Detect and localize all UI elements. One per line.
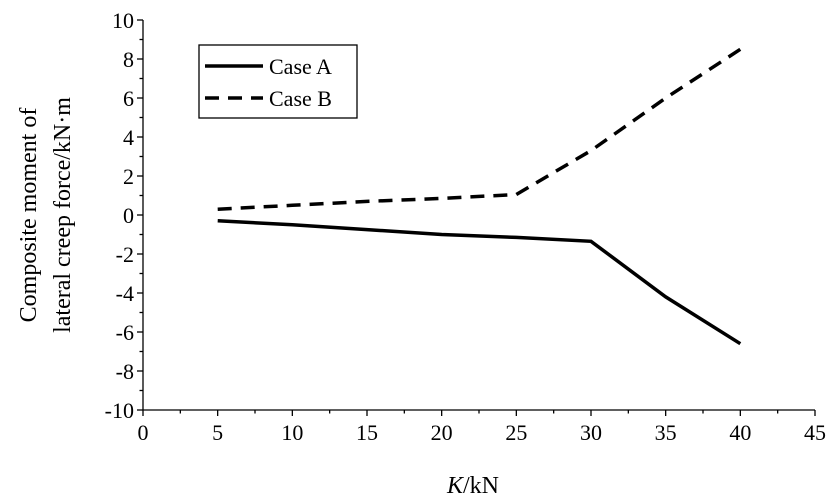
x-axis-title: K/kN	[446, 473, 499, 497]
x-tick-label: 5	[212, 420, 223, 445]
x-tick-label: 10	[281, 420, 303, 445]
y-tick-label: -2	[116, 242, 134, 267]
y-tick-label: 0	[123, 203, 134, 228]
y-tick-label: 4	[123, 125, 134, 150]
y-tick-label: -6	[116, 320, 134, 345]
series-line-case-a	[217, 219, 742, 346]
x-tick-label: 0	[138, 420, 149, 445]
legend-box	[198, 44, 358, 119]
y-tick-label: -4	[116, 281, 134, 306]
x-tick-label: 20	[431, 420, 453, 445]
x-tick-label: 30	[580, 420, 602, 445]
legend-label: Case B	[269, 86, 332, 111]
axis-ticks	[137, 19, 816, 416]
x-tick-labels: 0 5 10 15 20 25 30 35 40 45	[138, 420, 827, 445]
series-line-case-b	[217, 47, 742, 211]
y-tick-label: 2	[123, 164, 134, 189]
series-lines	[217, 47, 742, 346]
x-tick-label: 45	[804, 420, 826, 445]
y-axis-title: Composite moment of lateral creep force/k…	[16, 97, 76, 333]
y-tick-labels: -10 -8 -6 -4 -2 0 2 4 6 8 10	[105, 8, 134, 423]
y-tick-label: 10	[112, 8, 134, 33]
y-axis-title-line: lateral creep force/kN·m	[50, 97, 76, 333]
x-tick-label: 25	[505, 420, 527, 445]
y-tick-label: 6	[123, 86, 134, 111]
y-tick-label: -10	[105, 398, 134, 423]
x-axis-title-italic: K	[446, 473, 465, 497]
y-axis-title-line: Composite moment of	[16, 108, 42, 323]
legend-label: Case A	[269, 54, 332, 79]
x-tick-label: 15	[356, 420, 378, 445]
y-tick-label: 8	[123, 47, 134, 72]
x-tick-label: 40	[729, 420, 751, 445]
x-tick-label: 35	[655, 420, 677, 445]
legend: Case A Case B	[198, 44, 358, 119]
x-axis-title-unit: /kN	[463, 473, 499, 497]
y-tick-label: -8	[116, 359, 134, 384]
